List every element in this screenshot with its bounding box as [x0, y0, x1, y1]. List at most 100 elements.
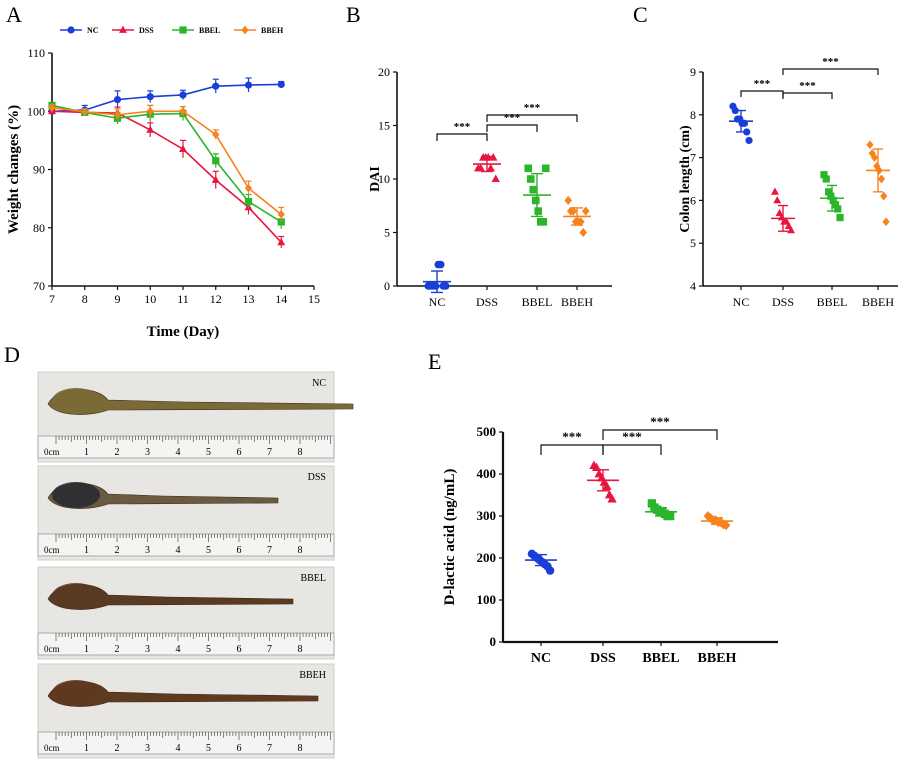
- significance-label: ***: [622, 429, 642, 444]
- significance-bracket: [602, 444, 662, 455]
- data-point-bbeh: [711, 515, 720, 526]
- panel-label-b: B: [346, 2, 361, 27]
- ruler-number: 1: [84, 447, 89, 458]
- data-point-bbel: [665, 511, 675, 521]
- photo-frame: [37, 465, 335, 561]
- y-axis-title: Colon length (cm): [678, 125, 693, 233]
- data-point-dss: [773, 196, 782, 204]
- ruler-number: 7: [267, 743, 272, 754]
- ruler-number: 1: [84, 644, 89, 655]
- significance-label: ***: [799, 80, 816, 92]
- significance-bracket: [740, 90, 784, 97]
- legend-label: BBEH: [261, 26, 284, 35]
- ruler: [37, 731, 335, 755]
- data-point-bbel: [529, 185, 538, 194]
- significance-label: ***: [504, 112, 521, 124]
- data-point-dss: [491, 174, 500, 183]
- data-point-bbeh: [873, 161, 881, 171]
- y-tick-label: 100: [477, 592, 497, 607]
- ruler: [37, 632, 335, 656]
- chart-c-colon-length: 4 5 6 7 8 9 NC DSS BBEL BBEH Colon length (cm) *** *…: [678, 56, 898, 309]
- x-tick-label: DSS: [590, 651, 616, 666]
- ruler-number: 5: [206, 743, 211, 754]
- ruler-number: 3: [145, 447, 150, 458]
- ruler-number: 2: [115, 447, 120, 458]
- ruler-number: 8: [298, 545, 303, 556]
- data-point-bbeh: [576, 217, 585, 227]
- ruler-number: 2: [115, 644, 120, 655]
- data-point-nc: [545, 566, 555, 575]
- x-axis-title: Time (Day): [147, 324, 220, 340]
- data-point-nc: [743, 128, 751, 136]
- y-tick-label: 500: [477, 424, 497, 439]
- y-tick-label: 20: [378, 65, 390, 79]
- ruler-number: 8: [298, 644, 303, 655]
- x-tick-label: BBEL: [642, 651, 679, 666]
- y-tick-label: 6: [690, 193, 696, 207]
- significance-label: ***: [822, 56, 839, 68]
- data-point-dss: [277, 237, 286, 246]
- data-point-bbeh: [880, 191, 888, 201]
- group-label: BBEH: [299, 670, 326, 681]
- data-point-bbeh: [579, 227, 588, 238]
- x-tick-label: 9: [115, 292, 121, 306]
- legend-marker-dss: [119, 25, 127, 33]
- cecum: [52, 680, 100, 706]
- ruler-number: 7: [267, 447, 272, 458]
- ruler-number: 3: [145, 743, 150, 754]
- y-tick-label: 110: [27, 46, 45, 60]
- data-point-dss: [591, 462, 602, 472]
- data-point-bbel: [820, 171, 828, 179]
- data-point-bbel: [244, 197, 253, 206]
- significance-bracket: [486, 124, 538, 132]
- data-point-nc: [436, 260, 445, 269]
- data-point-nc: [277, 80, 285, 89]
- y-tick-label: 0: [384, 279, 390, 293]
- ruler-number: 1: [84, 545, 89, 556]
- cecum: [52, 583, 100, 609]
- data-point-bbeh: [81, 107, 89, 117]
- x-tick-label: BBEH: [862, 295, 894, 309]
- data-point-dss: [146, 125, 155, 133]
- legend-label: DSS: [139, 26, 154, 35]
- series-line-dss: [51, 110, 282, 243]
- ruler-number: 1: [84, 743, 89, 754]
- x-tick-label: 12: [210, 292, 222, 306]
- y-tick-label: 200: [477, 550, 497, 565]
- cecum: [52, 482, 100, 508]
- y-axis-title: DAI: [368, 166, 383, 192]
- significance-label: ***: [454, 121, 471, 133]
- legend-marker-nc: [67, 26, 75, 34]
- data-point-bbel: [539, 218, 548, 226]
- significance-label: ***: [754, 78, 771, 90]
- data-point-nc: [212, 82, 220, 90]
- data-point-nc: [113, 96, 122, 104]
- data-point-bbeh: [721, 520, 731, 531]
- data-point-nc: [244, 81, 253, 89]
- data-point-dss: [489, 153, 498, 161]
- group-label: NC: [312, 378, 326, 389]
- legend-marker-bbeh: [241, 25, 249, 35]
- data-point-dss: [179, 144, 187, 152]
- data-point-bbeh: [179, 106, 187, 116]
- ruler-number: 4: [176, 743, 181, 754]
- ruler-number: 8: [298, 447, 303, 458]
- legend-label: NC: [87, 26, 99, 35]
- data-point-bbeh: [48, 103, 56, 113]
- y-tick-label: 8: [690, 108, 696, 122]
- y-tick-label: 0: [490, 634, 497, 649]
- group-label: DSS: [308, 472, 326, 483]
- data-point-bbeh: [866, 140, 874, 150]
- data-point-bbel: [834, 205, 842, 213]
- series-line-bbeh: [51, 106, 282, 215]
- data-point-bbel: [277, 218, 285, 226]
- chart-e-d-lactic-acid: 0 100 200 300 400 500 NC DSS BBEL BBEH D-lactic ac…: [442, 414, 778, 666]
- significance-label: ***: [562, 429, 582, 444]
- y-tick-label: 5: [384, 226, 390, 240]
- data-point-bbel: [831, 201, 840, 209]
- y-tick-label: 7: [690, 151, 696, 165]
- ruler-number: 2: [115, 545, 120, 556]
- data-point-bbeh: [564, 195, 573, 205]
- x-tick-label: 10: [144, 292, 156, 306]
